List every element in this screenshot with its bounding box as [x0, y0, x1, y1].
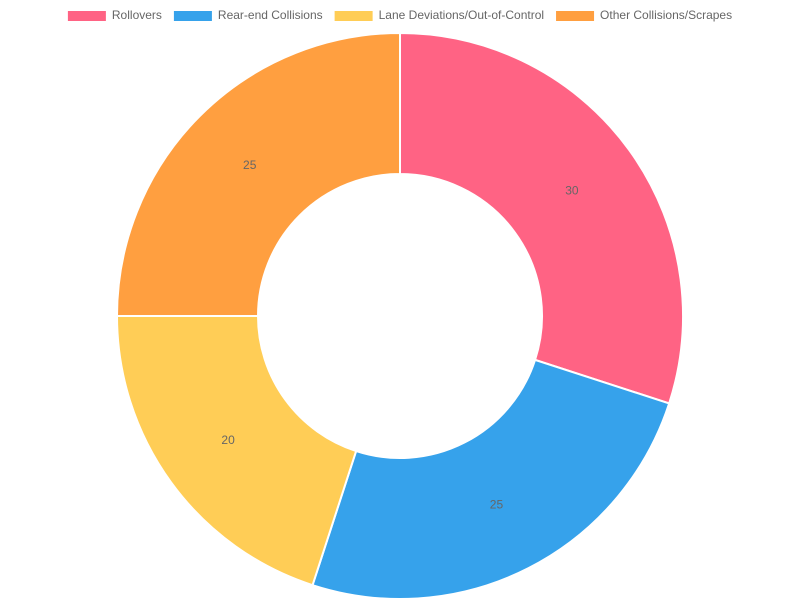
slice [115, 31, 401, 317]
legend-item[interactable]: Rear-end Collisions [173, 8, 323, 22]
legend-label: Rollovers [112, 8, 162, 22]
value-label: 25 [490, 498, 504, 512]
legend-label: Lane Deviations/Out-of-Control [379, 8, 544, 22]
legend-swatch [334, 11, 373, 21]
legend-swatch [556, 11, 595, 21]
legend-item[interactable]: Other Collisions/Scrapes [556, 8, 732, 22]
legend: Rollovers Rear-end Collisions Lane Deviati… [67, 8, 732, 22]
legend-label: Rear-end Collisions [218, 8, 323, 22]
legend-swatch [67, 11, 106, 21]
value-label: 20 [221, 433, 235, 447]
legend-label: Other Collisions/Scrapes [600, 8, 732, 22]
slice [311, 358, 671, 600]
legend-swatch [173, 11, 212, 21]
value-label: 30 [565, 183, 579, 197]
slice [115, 315, 358, 587]
value-label: 25 [243, 158, 257, 172]
slice [399, 31, 684, 405]
legend-item[interactable]: Lane Deviations/Out-of-Control [334, 8, 544, 22]
legend-item[interactable]: Rollovers [67, 8, 162, 22]
